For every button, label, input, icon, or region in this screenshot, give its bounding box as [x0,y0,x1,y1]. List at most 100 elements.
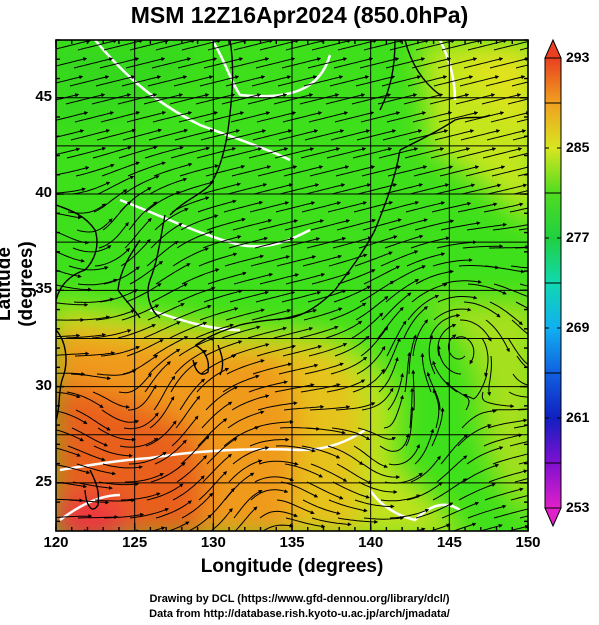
streamline [233,40,274,51]
streamline [153,162,193,177]
streamline [101,161,141,177]
streamline [310,219,351,231]
y-tick-label: 40 [35,184,52,202]
streamline [403,93,444,105]
streamline [101,409,140,424]
streamline [485,75,526,87]
colorbar-label: 269 [566,319,590,335]
streamline [362,463,401,480]
streamline [197,418,228,447]
streamline [432,360,458,393]
streamline [147,75,188,87]
streamline [388,443,420,466]
streamline [382,337,401,375]
streamline [311,271,351,285]
streamline [254,476,295,483]
streamline [481,391,515,409]
streamline [511,319,528,335]
streamline [230,343,270,357]
streamline [518,461,528,465]
y-tick-label: 25 [35,472,52,490]
streamline [145,191,181,213]
streamline [247,326,288,339]
streamline [440,221,481,231]
streamline [432,258,473,267]
streamline [171,415,199,447]
streamline [331,427,371,440]
streamline [516,118,528,123]
streamline [155,40,196,51]
streamline [205,386,239,411]
streamline [332,481,370,499]
streamline [224,472,255,501]
streamline [56,187,86,194]
streamline [154,207,189,231]
streamline [280,237,321,249]
streamline [56,481,88,489]
streamline [361,165,402,177]
streamline [515,64,528,69]
x-tick-label: 150 [515,534,541,551]
streamline [125,473,165,483]
streamline [126,111,167,123]
streamline [484,265,525,274]
streamline [335,402,376,411]
streamline [248,147,289,159]
streamline [406,252,446,267]
streamline [56,333,81,338]
streamline [383,394,404,429]
colorbar-label: 285 [566,139,590,155]
streamline [231,394,270,411]
streamline [229,290,270,303]
streamline [181,492,214,519]
streamline [255,57,296,69]
streamline [143,321,181,339]
streamline [117,93,158,105]
streamline [462,244,504,249]
streamline [250,255,291,267]
streamline [327,201,368,213]
streamline [441,501,480,519]
streamline [176,230,214,249]
streamline [519,515,528,519]
streamline [491,165,528,177]
streamline [232,446,270,465]
streamline [460,129,501,141]
streamline [181,268,220,285]
streamline [299,325,339,339]
streamline [307,289,347,303]
streamline [77,515,119,520]
streamline [357,183,398,195]
streamline [126,339,164,357]
streamline [94,498,136,503]
streamline [302,499,341,515]
streamline [202,453,232,483]
streamline [336,218,377,231]
streamline [118,145,158,159]
streamline [258,460,299,466]
streamline [56,75,84,84]
streamline [380,250,419,267]
streamline [178,337,215,357]
streamline [122,128,163,141]
streamline [428,335,436,375]
streamline [381,292,412,321]
streamline [330,356,368,375]
streamline [334,111,375,123]
streamline [462,463,500,483]
streamline [380,494,421,502]
streamline [359,280,395,303]
streamline [56,464,91,475]
streamline [56,269,82,279]
streamline [200,129,241,141]
streamline [509,207,528,213]
streamline [179,378,206,411]
streamline [465,165,506,177]
streamline [67,445,106,462]
streamline [230,111,271,123]
streamline [489,57,528,69]
streamline [173,304,212,321]
streamline [519,47,528,51]
streamline [461,409,497,429]
streamline [328,253,368,267]
